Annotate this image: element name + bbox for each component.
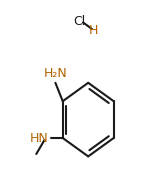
Text: H: H [89, 24, 98, 37]
Text: HN: HN [29, 132, 48, 144]
Text: H₂N: H₂N [44, 67, 67, 80]
Text: Cl: Cl [73, 15, 86, 28]
